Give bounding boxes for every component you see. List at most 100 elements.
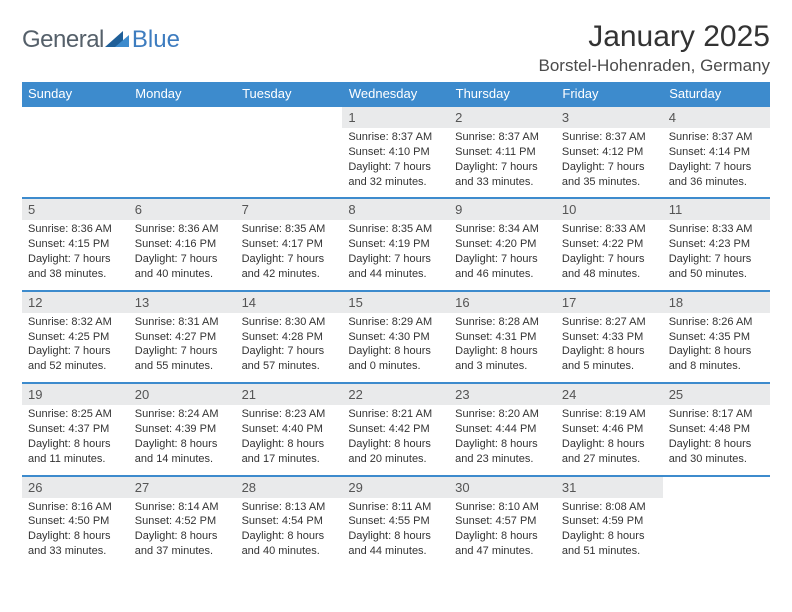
daylight-text: Daylight: 8 hours [348,437,443,452]
sunrise-text: Sunrise: 8:10 AM [455,500,550,515]
day-detail-cell: Sunrise: 8:17 AMSunset: 4:48 PMDaylight:… [663,405,770,475]
daylight-text: Daylight: 8 hours [28,437,123,452]
sunrise-text: Sunrise: 8:33 AM [669,222,764,237]
daylight-text: Daylight: 7 hours [348,160,443,175]
sunrise-text: Sunrise: 8:29 AM [348,315,443,330]
day-number-cell: 20 [129,383,236,405]
daylight-text: Daylight: 8 hours [669,344,764,359]
location-label: Borstel-Hohenraden, Germany [538,56,770,76]
daylight-text: Daylight: 8 hours [242,437,337,452]
day-detail-cell: Sunrise: 8:20 AMSunset: 4:44 PMDaylight:… [449,405,556,475]
daylight-text: Daylight: 8 hours [28,529,123,544]
daylight-text: Daylight: 8 hours [242,529,337,544]
sunrise-text: Sunrise: 8:23 AM [242,407,337,422]
daylight-text: Daylight: 7 hours [455,160,550,175]
sunset-text: Sunset: 4:10 PM [348,145,443,160]
sunset-text: Sunset: 4:54 PM [242,514,337,529]
sunrise-text: Sunrise: 8:32 AM [28,315,123,330]
day-number-cell: 1 [342,106,449,128]
daylight-text: and 8 minutes. [669,359,764,374]
sunrise-text: Sunrise: 8:30 AM [242,315,337,330]
daylight-text: Daylight: 7 hours [242,344,337,359]
daynum-row: 19202122232425 [22,383,770,405]
sunset-text: Sunset: 4:17 PM [242,237,337,252]
day-number-cell: 31 [556,476,663,498]
sunrise-text: Sunrise: 8:36 AM [135,222,230,237]
daylight-text: Daylight: 8 hours [135,529,230,544]
day-detail-cell: Sunrise: 8:33 AMSunset: 4:22 PMDaylight:… [556,220,663,290]
daylight-text: and 47 minutes. [455,544,550,559]
sunset-text: Sunset: 4:28 PM [242,330,337,345]
daylight-text: Daylight: 7 hours [135,344,230,359]
day-detail-cell: Sunrise: 8:13 AMSunset: 4:54 PMDaylight:… [236,498,343,567]
daylight-text: Daylight: 8 hours [348,344,443,359]
day-detail-cell: Sunrise: 8:27 AMSunset: 4:33 PMDaylight:… [556,313,663,383]
sunset-text: Sunset: 4:20 PM [455,237,550,252]
day-detail-cell: Sunrise: 8:08 AMSunset: 4:59 PMDaylight:… [556,498,663,567]
sunrise-text: Sunrise: 8:33 AM [562,222,657,237]
daylight-text: Daylight: 8 hours [455,344,550,359]
day-number-cell: 9 [449,198,556,220]
day-number-cell [663,476,770,498]
day-detail-cell: Sunrise: 8:37 AMSunset: 4:10 PMDaylight:… [342,128,449,198]
daynum-row: 567891011 [22,198,770,220]
sunset-text: Sunset: 4:25 PM [28,330,123,345]
daylight-text: Daylight: 8 hours [562,344,657,359]
day-number-cell: 2 [449,106,556,128]
weekday-header: Thursday [449,82,556,106]
logo-text-general: General [22,26,104,54]
detail-row: Sunrise: 8:36 AM Sunset: 4:15 PM Daylight:… [22,220,770,290]
daylight-text: and 48 minutes. [562,267,657,282]
day-number-cell: 5 [22,198,129,220]
daylight-text: and 30 minutes. [669,452,764,467]
day-number-cell: 29 [342,476,449,498]
day-detail-cell: Sunrise: 8:21 AMSunset: 4:42 PMDaylight:… [342,405,449,475]
day-number-cell: 22 [342,383,449,405]
day-detail-cell: Sunrise: 8:24 AMSunset: 4:39 PMDaylight:… [129,405,236,475]
sunset-text: Sunset: 4:12 PM [562,145,657,160]
detail-row: Sunrise: 8:25 AMSunset: 4:37 PMDaylight:… [22,405,770,475]
sunrise-text: Sunrise: 8:25 AM [28,407,123,422]
day-number-cell: 16 [449,291,556,313]
logo: General Blue [22,20,180,54]
sunrise-text: Sunrise: 8:37 AM [455,130,550,145]
day-number-cell: 21 [236,383,343,405]
sunset-text: Sunset: 4:23 PM [669,237,764,252]
calendar-table: Sunday Monday Tuesday Wednesday Thursday… [22,82,770,567]
day-number-cell: 13 [129,291,236,313]
day-detail-cell: Sunrise: 8:31 AMSunset: 4:27 PMDaylight:… [129,313,236,383]
daylight-text: and 37 minutes. [135,544,230,559]
daylight-text: and 11 minutes. [28,452,123,467]
sunrise-text: Sunrise: 8:17 AM [669,407,764,422]
day-number-cell: 15 [342,291,449,313]
day-detail-cell: Sunrise: 8:33 AMSunset: 4:23 PMDaylight:… [663,220,770,290]
day-detail-cell: Sunrise: 8:25 AMSunset: 4:37 PMDaylight:… [22,405,129,475]
day-detail-cell: Sunrise: 8:30 AMSunset: 4:28 PMDaylight:… [236,313,343,383]
day-detail-cell: Sunrise: 8:11 AMSunset: 4:55 PMDaylight:… [342,498,449,567]
daylight-text: Daylight: 7 hours [348,252,443,267]
daynum-row: 262728293031 [22,476,770,498]
sunrise-text: Sunrise: 8:20 AM [455,407,550,422]
detail-row: Sunrise: 8:37 AMSunset: 4:10 PMDaylight:… [22,128,770,198]
sunset-text: Sunset: 4:46 PM [562,422,657,437]
daylight-text: and 5 minutes. [562,359,657,374]
sunset-text: Sunset: 4:15 PM [28,237,123,252]
daylight-text: and 40 minutes. [242,544,337,559]
day-detail-cell: Sunrise: 8:19 AMSunset: 4:46 PMDaylight:… [556,405,663,475]
daylight-text: and 3 minutes. [455,359,550,374]
day-detail-cell: Sunrise: 8:26 AMSunset: 4:35 PMDaylight:… [663,313,770,383]
sunset-text: Sunset: 4:22 PM [562,237,657,252]
day-detail-cell: Sunrise: 8:28 AMSunset: 4:31 PMDaylight:… [449,313,556,383]
day-number-cell: 17 [556,291,663,313]
daylight-text: and 46 minutes. [455,267,550,282]
day-detail-cell: Sunrise: 8:35 AMSunset: 4:19 PMDaylight:… [342,220,449,290]
day-detail-cell: Sunrise: 8:34 AMSunset: 4:20 PMDaylight:… [449,220,556,290]
sunrise-text: Sunrise: 8:37 AM [562,130,657,145]
daylight-text: Daylight: 7 hours [562,252,657,267]
daylight-text: Daylight: 8 hours [669,437,764,452]
sunrise-text: Sunrise: 8:08 AM [562,500,657,515]
day-detail-cell: Sunrise: 8:36 AMSunset: 4:16 PMDaylight:… [129,220,236,290]
sunset-text: Sunset: 4:31 PM [455,330,550,345]
sunset-text: Sunset: 4:48 PM [669,422,764,437]
daylight-text: and 17 minutes. [242,452,337,467]
